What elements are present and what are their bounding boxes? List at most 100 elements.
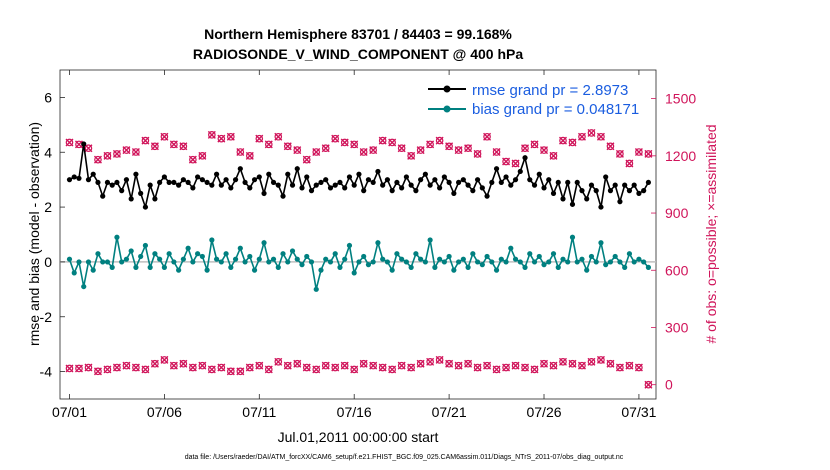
obs_possible_high-assim-mark xyxy=(122,146,131,155)
bias-point xyxy=(351,270,357,276)
obs_possible_high-point xyxy=(559,136,567,145)
bias-point xyxy=(161,264,167,270)
obs_possible_high-point xyxy=(227,132,235,141)
rmse-point xyxy=(332,182,338,188)
obs_possible_low-point xyxy=(94,367,102,376)
y-left-tick-label: 6 xyxy=(44,89,52,105)
y-axis-right: 0 300 600 900 1200 1500 xyxy=(651,91,696,393)
bias-point xyxy=(617,259,623,265)
bias-point xyxy=(432,264,438,270)
rmse-point xyxy=(147,182,153,188)
rmse-point xyxy=(645,179,652,186)
bias-point xyxy=(142,242,149,249)
obs_possible_low-assim-mark xyxy=(169,361,178,370)
obs_possible_low-point xyxy=(397,361,406,370)
obs_possible_low-assim-mark xyxy=(179,359,188,368)
rmse-point xyxy=(95,179,101,186)
obs_possible_high-assim-mark xyxy=(245,151,254,160)
x-tick-label: 07/16 xyxy=(337,404,372,420)
bias-point xyxy=(555,264,561,270)
obs_possible_low-point xyxy=(416,359,425,368)
obs_possible_high-assim-mark xyxy=(454,146,463,155)
obs_possible_low-assim-mark xyxy=(388,365,397,374)
rmse-point xyxy=(270,179,277,186)
obs_possible_low-assim-mark xyxy=(634,363,643,372)
bias-point xyxy=(109,264,115,270)
obs_possible_low-point xyxy=(511,361,520,370)
obs_possible_low-point xyxy=(597,356,605,364)
obs_possible_low-point xyxy=(445,359,453,368)
rmse-point xyxy=(133,171,139,177)
y-left-tick-label: -2 xyxy=(40,309,53,325)
obs_possible_high-assim-mark xyxy=(577,132,586,141)
bias-point xyxy=(574,259,580,265)
obs_possible_high-assim-mark xyxy=(568,138,577,147)
rmse-point xyxy=(565,179,571,186)
obs_possible_low-assim-mark xyxy=(150,359,159,368)
rmse-point xyxy=(598,204,604,210)
bias-point xyxy=(522,264,528,270)
obs_possible_high-assim-mark xyxy=(131,148,140,157)
bias-point xyxy=(123,256,130,262)
bias-point xyxy=(294,256,300,262)
rmse-point xyxy=(541,185,547,191)
bias-point xyxy=(641,259,647,265)
rmse-point xyxy=(380,182,386,188)
x-axis: 07/01 07/06 07/11 07/16 07/21 07/26 07/31 xyxy=(52,70,657,420)
bias-point xyxy=(261,240,267,246)
obs_possible_low-point xyxy=(350,365,359,374)
rmse-point xyxy=(223,177,229,183)
rmse-point xyxy=(323,177,329,183)
obs_possible_low-point xyxy=(198,361,207,370)
rmse-point xyxy=(176,182,182,188)
bias-point xyxy=(394,251,400,257)
bias-point xyxy=(584,267,590,273)
rmse-point xyxy=(489,179,495,186)
obs_possible_low-point xyxy=(113,363,121,372)
bias-point xyxy=(593,259,599,265)
rmse-point xyxy=(612,182,618,188)
bias-point xyxy=(560,256,566,262)
bias-point xyxy=(380,256,386,262)
rmse-point xyxy=(138,190,144,196)
rmse-point xyxy=(213,171,220,177)
obs_possible_low-point xyxy=(578,361,586,370)
obs_possible_high-assim-mark xyxy=(274,132,283,141)
obs_possible_high-assim-mark xyxy=(558,136,567,145)
bias-point xyxy=(536,253,542,260)
obs_possible_low-point xyxy=(189,363,197,372)
obs_possible_high-point xyxy=(378,136,387,145)
bias-point xyxy=(365,262,372,268)
obs_possible_high-point xyxy=(511,159,520,168)
obs_possible_high-assim-mark xyxy=(179,142,188,151)
obs_possible_high-assim-mark xyxy=(397,144,406,153)
obs_possible_high-assim-mark xyxy=(644,149,653,158)
bias-point xyxy=(256,256,262,262)
obs_possible_high-assim-mark xyxy=(540,146,549,155)
rmse-point xyxy=(90,171,96,177)
rmse-point xyxy=(422,171,428,177)
legend: rmse grand pr = 2.8973 bias grand pr = 0… xyxy=(428,82,639,118)
bias-point xyxy=(399,256,405,262)
bias-point xyxy=(133,264,139,270)
rmse-point xyxy=(285,171,291,177)
obs_possible_low-assim-mark xyxy=(378,363,387,372)
obs_possible_low-point xyxy=(568,359,577,368)
y-right-tick-label: 600 xyxy=(665,262,689,278)
obs_possible_low-assim-mark xyxy=(65,364,74,373)
obs_possible_low-assim-mark xyxy=(587,357,596,366)
rmse-point xyxy=(531,182,538,188)
obs_possible_low-assim-mark xyxy=(521,363,530,372)
rmse-point xyxy=(346,174,353,180)
x-tick-label: 07/31 xyxy=(621,404,656,420)
bias-point xyxy=(607,259,614,265)
footer-data-file: data file: /Users/raeder/DAI/ATM_forcXX/… xyxy=(185,454,624,461)
x-tick-label: 07/21 xyxy=(432,404,467,420)
obs_possible_high-assim-mark xyxy=(445,142,454,151)
obs_possible_low-assim-mark xyxy=(122,361,131,370)
rmse-point xyxy=(512,177,519,183)
obs_possible_low-assim-mark xyxy=(615,363,624,372)
chart-title-line2: RADIOSONDE_V_WIND_COMPONENT @ 400 hPa xyxy=(193,46,523,62)
rmse-point xyxy=(474,177,481,183)
obs_possible_low-assim-mark xyxy=(112,363,121,372)
